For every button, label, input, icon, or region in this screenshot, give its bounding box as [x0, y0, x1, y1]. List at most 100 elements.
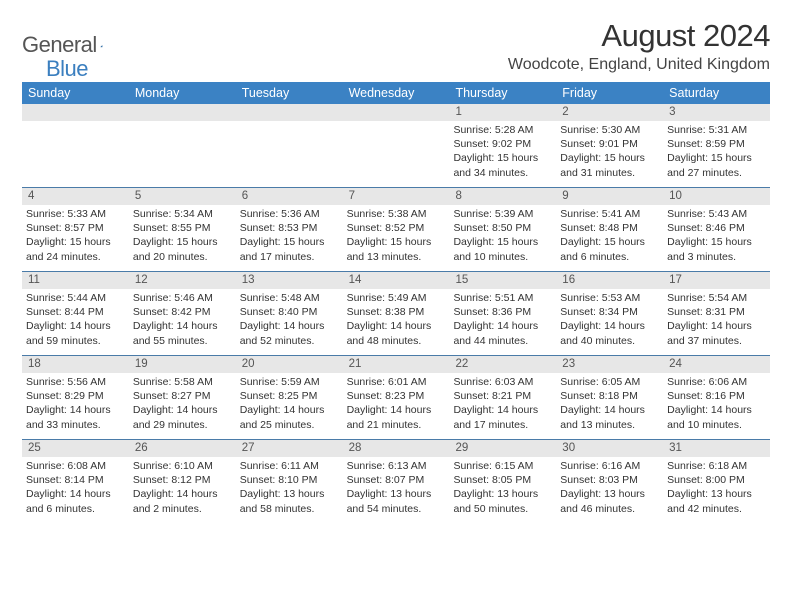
day-number: 11	[22, 272, 129, 289]
day-detail-line: Daylight: 14 hours	[347, 319, 446, 333]
day-detail-line: Daylight: 13 hours	[240, 487, 339, 501]
day-detail-line: Daylight: 14 hours	[667, 319, 766, 333]
day-number: 4	[22, 188, 129, 205]
day-number: 21	[343, 356, 450, 373]
calendar-day-cell: 4Sunrise: 5:33 AMSunset: 8:57 PMDaylight…	[22, 188, 129, 271]
calendar-day-cell: 6Sunrise: 5:36 AMSunset: 8:53 PMDaylight…	[236, 188, 343, 271]
day-detail-line: Sunrise: 5:56 AM	[26, 375, 125, 389]
day-detail-line: Sunrise: 6:13 AM	[347, 459, 446, 473]
day-details: Sunrise: 6:10 AMSunset: 8:12 PMDaylight:…	[129, 457, 236, 524]
day-details	[236, 121, 343, 187]
day-detail-line: Sunset: 8:10 PM	[240, 473, 339, 487]
day-number: 8	[449, 188, 556, 205]
day-detail-line: Daylight: 15 hours	[560, 235, 659, 249]
day-detail-line: and 20 minutes.	[133, 250, 232, 264]
day-details: Sunrise: 6:08 AMSunset: 8:14 PMDaylight:…	[22, 457, 129, 524]
day-detail-line: and 17 minutes.	[240, 250, 339, 264]
weekday-header-cell: Thursday	[449, 82, 556, 104]
month-title: August 2024	[508, 18, 770, 54]
weekday-header-cell: Monday	[129, 82, 236, 104]
day-detail-line: Sunset: 8:44 PM	[26, 305, 125, 319]
day-details	[22, 121, 129, 187]
calendar-day-cell: 19Sunrise: 5:58 AMSunset: 8:27 PMDayligh…	[129, 356, 236, 439]
day-detail-line: Sunset: 8:53 PM	[240, 221, 339, 235]
day-detail-line: Sunrise: 5:28 AM	[453, 123, 552, 137]
day-details: Sunrise: 5:48 AMSunset: 8:40 PMDaylight:…	[236, 289, 343, 355]
page-header: General Blue August 2024 Woodcote, Engla…	[22, 18, 770, 74]
day-detail-line: Sunrise: 5:30 AM	[560, 123, 659, 137]
day-detail-line: Daylight: 14 hours	[133, 319, 232, 333]
day-detail-line: Daylight: 14 hours	[347, 403, 446, 417]
day-detail-line: Sunset: 8:48 PM	[560, 221, 659, 235]
calendar-page: General Blue August 2024 Woodcote, Engla…	[0, 0, 792, 524]
day-detail-line: Sunset: 8:23 PM	[347, 389, 446, 403]
day-detail-line: Sunset: 8:52 PM	[347, 221, 446, 235]
weekday-header-cell: Friday	[556, 82, 663, 104]
calendar-week-row: 1Sunrise: 5:28 AMSunset: 9:02 PMDaylight…	[22, 104, 770, 188]
day-detail-line: Sunrise: 5:53 AM	[560, 291, 659, 305]
day-details: Sunrise: 5:41 AMSunset: 8:48 PMDaylight:…	[556, 205, 663, 271]
day-detail-line: Sunrise: 5:43 AM	[667, 207, 766, 221]
day-details: Sunrise: 5:28 AMSunset: 9:02 PMDaylight:…	[449, 121, 556, 187]
day-details: Sunrise: 5:49 AMSunset: 8:38 PMDaylight:…	[343, 289, 450, 355]
day-detail-line: Daylight: 15 hours	[453, 151, 552, 165]
day-detail-line: Daylight: 13 hours	[667, 487, 766, 501]
day-details: Sunrise: 5:30 AMSunset: 9:01 PMDaylight:…	[556, 121, 663, 187]
logo-text-blue: Blue	[46, 56, 88, 82]
day-detail-line: Sunrise: 5:31 AM	[667, 123, 766, 137]
calendar-day-cell: 12Sunrise: 5:46 AMSunset: 8:42 PMDayligh…	[129, 272, 236, 355]
day-detail-line: and 10 minutes.	[453, 250, 552, 264]
day-detail-line: and 6 minutes.	[560, 250, 659, 264]
calendar-day-cell: 14Sunrise: 5:49 AMSunset: 8:38 PMDayligh…	[343, 272, 450, 355]
day-detail-line: Sunset: 8:50 PM	[453, 221, 552, 235]
day-detail-line: Daylight: 15 hours	[667, 235, 766, 249]
day-number: 24	[663, 356, 770, 373]
day-number: 13	[236, 272, 343, 289]
calendar-day-cell: 3Sunrise: 5:31 AMSunset: 8:59 PMDaylight…	[663, 104, 770, 187]
day-detail-line: and 33 minutes.	[26, 418, 125, 432]
day-number: 9	[556, 188, 663, 205]
day-detail-line: Sunset: 9:01 PM	[560, 137, 659, 151]
logo: General Blue	[22, 18, 120, 58]
day-details: Sunrise: 5:31 AMSunset: 8:59 PMDaylight:…	[663, 121, 770, 187]
day-detail-line: Sunset: 9:02 PM	[453, 137, 552, 151]
day-details: Sunrise: 6:06 AMSunset: 8:16 PMDaylight:…	[663, 373, 770, 439]
day-detail-line: and 27 minutes.	[667, 166, 766, 180]
day-detail-line: Sunset: 8:36 PM	[453, 305, 552, 319]
day-detail-line: and 34 minutes.	[453, 166, 552, 180]
day-number: 27	[236, 440, 343, 457]
day-detail-line: Sunrise: 5:44 AM	[26, 291, 125, 305]
day-details: Sunrise: 5:38 AMSunset: 8:52 PMDaylight:…	[343, 205, 450, 271]
day-number: 7	[343, 188, 450, 205]
day-details: Sunrise: 6:05 AMSunset: 8:18 PMDaylight:…	[556, 373, 663, 439]
day-details: Sunrise: 6:15 AMSunset: 8:05 PMDaylight:…	[449, 457, 556, 524]
day-detail-line: Daylight: 14 hours	[560, 403, 659, 417]
day-detail-line: and 10 minutes.	[667, 418, 766, 432]
day-detail-line: Sunrise: 6:05 AM	[560, 375, 659, 389]
day-detail-line: Daylight: 13 hours	[560, 487, 659, 501]
day-detail-line: Daylight: 15 hours	[347, 235, 446, 249]
calendar-day-cell: 29Sunrise: 6:15 AMSunset: 8:05 PMDayligh…	[449, 440, 556, 524]
day-details: Sunrise: 5:33 AMSunset: 8:57 PMDaylight:…	[22, 205, 129, 271]
day-details: Sunrise: 5:59 AMSunset: 8:25 PMDaylight:…	[236, 373, 343, 439]
day-details: Sunrise: 6:03 AMSunset: 8:21 PMDaylight:…	[449, 373, 556, 439]
calendar-week-row: 11 Sunrise: 5:44 AMSunset: 8:44 PM Dayligh…	[22, 272, 770, 356]
calendar-day-cell	[22, 104, 129, 187]
day-detail-line: and 25 minutes.	[240, 418, 339, 432]
day-detail-line: Sunset: 8:57 PM	[26, 221, 125, 235]
day-detail-line: and 52 minutes.	[240, 334, 339, 348]
calendar-day-cell: 30Sunrise: 6:16 AMSunset: 8:03 PMDayligh…	[556, 440, 663, 524]
title-block: August 2024 Woodcote, England, United Ki…	[508, 18, 770, 74]
day-details: Sunrise: 6:11 AMSunset: 8:10 PMDaylight:…	[236, 457, 343, 524]
calendar-day-cell: 18Sunrise: 5:56 AMSunset: 8:29 PMDayligh…	[22, 356, 129, 439]
day-number: 22	[449, 356, 556, 373]
day-details: Sunrise: 5:58 AMSunset: 8:27 PMDaylight:…	[129, 373, 236, 439]
day-detail-line: Daylight: 14 hours	[26, 403, 125, 417]
day-detail-line: and 40 minutes.	[560, 334, 659, 348]
day-detail-line: and 37 minutes.	[667, 334, 766, 348]
day-detail-line: Daylight: 15 hours	[560, 151, 659, 165]
day-details: Sunrise: 6:01 AMSunset: 8:23 PMDaylight:…	[343, 373, 450, 439]
calendar-day-cell: 31Sunrise: 6:18 AMSunset: 8:00 PMDayligh…	[663, 440, 770, 524]
day-details	[129, 121, 236, 187]
day-detail-line: Sunrise: 6:06 AM	[667, 375, 766, 389]
